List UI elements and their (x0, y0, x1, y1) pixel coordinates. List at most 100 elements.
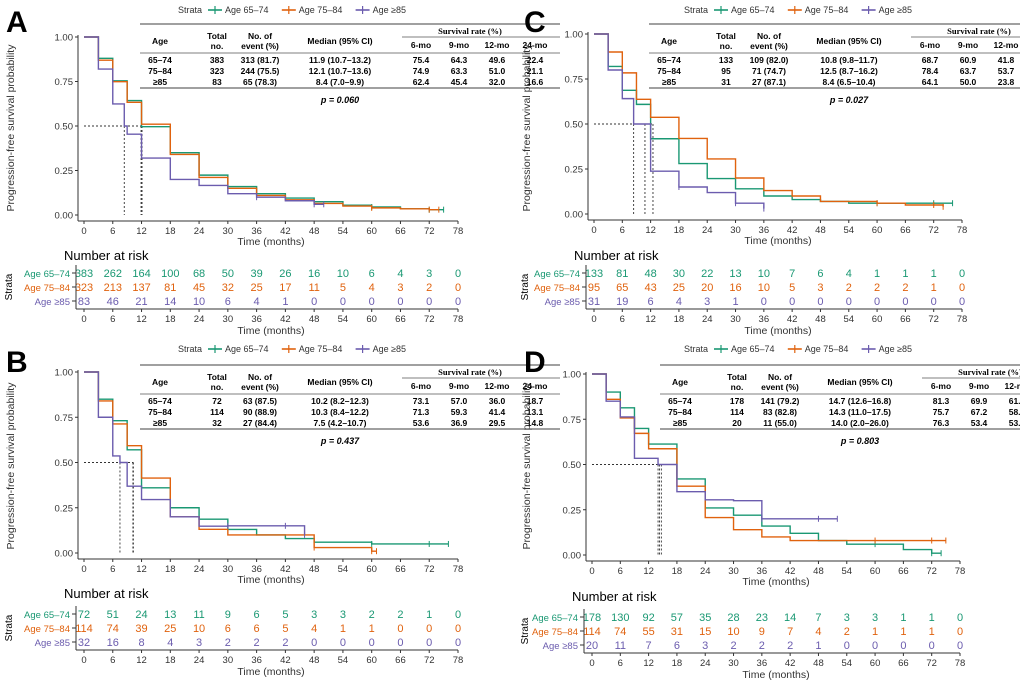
table-cell: 36.9 (451, 418, 468, 428)
risk-x-tick-label: 30 (728, 658, 739, 669)
table-header: 24-mo (522, 381, 547, 391)
table-cell: 41.4 (489, 407, 506, 417)
table-cell: 16.6 (527, 77, 544, 87)
legend-label: Age 65–74 (225, 5, 269, 15)
risk-value: 74 (614, 626, 626, 638)
table-cell: 63.7 (960, 66, 977, 76)
risk-row-label: Age 75–84 (532, 627, 578, 638)
table-cell: 53.4 (1009, 418, 1020, 428)
risk-value: 14 (784, 612, 796, 624)
x-tick-label: 18 (674, 225, 685, 236)
table-header: Median (95% CI) (307, 377, 372, 387)
panel-letter: D (524, 346, 546, 379)
table-header: Survival rate (%) (947, 26, 1011, 36)
table-cell: 18.7 (527, 396, 544, 406)
x-tick-label: 54 (338, 564, 349, 575)
table-cell: 75–84 (657, 66, 681, 76)
x-axis-label: Time (months) (744, 235, 811, 247)
x-tick-label: 60 (366, 226, 377, 237)
risk-value: 0 (311, 637, 317, 649)
risk-value: 0 (455, 268, 461, 280)
table-header: 6-mo (411, 381, 431, 391)
table-cell: 78.4 (922, 66, 939, 76)
y-tick-label: 0.50 (55, 122, 74, 133)
table-cell: 45.4 (451, 77, 468, 87)
risk-x-tick-label: 12 (136, 314, 147, 325)
risk-value: 72 (78, 609, 90, 621)
x-tick-label: 66 (395, 564, 406, 575)
panel-letter: A (6, 6, 28, 39)
panel-C: C Strata Age 65–74 Age 75–84 Age ≥850 6 12 18 24… (520, 5, 1020, 337)
x-tick-label: 6 (110, 564, 115, 575)
y-tick-label: 0.25 (563, 505, 582, 516)
risk-value: 0 (872, 640, 878, 652)
legend-title: Strata (178, 5, 202, 15)
table-cell: 20 (732, 418, 742, 428)
table-header: Age (661, 36, 677, 46)
risk-value: 1 (931, 268, 937, 280)
table-cell: 62.4 (413, 77, 430, 87)
table-cell: 81.3 (933, 396, 950, 406)
risk-x-tick-label: 24 (702, 314, 713, 325)
table-cell: 63 (87.5) (243, 396, 277, 406)
risk-value: 7 (815, 612, 821, 624)
table-header: Total (207, 31, 227, 41)
table-cell: 12.1 (10.7–13.6) (309, 66, 372, 76)
risk-value: 0 (902, 296, 908, 308)
risk-value: 6 (817, 268, 823, 280)
risk-value: 6 (225, 296, 231, 308)
risk-value: 2 (369, 609, 375, 621)
table-cell: 32.0 (489, 77, 506, 87)
survival-curve-1 (84, 36, 444, 211)
table-cell: ≥85 (153, 77, 167, 87)
risk-value: 0 (397, 637, 403, 649)
risk-value: 0 (929, 640, 935, 652)
risk-value: 1 (426, 609, 432, 621)
risk-x-tick-label: 0 (81, 655, 86, 666)
risk-x-tick-label: 6 (110, 655, 115, 666)
table-header: No. of (248, 31, 272, 41)
y-tick-label: 0.50 (55, 458, 74, 469)
risk-value: 19 (616, 296, 628, 308)
x-tick-label: 60 (872, 225, 883, 236)
risk-value: 35 (699, 612, 711, 624)
table-cell: 53.4 (971, 418, 988, 428)
survival-curve-2 (594, 33, 944, 207)
table-header: Survival rate (%) (438, 26, 502, 36)
x-tick-label: 72 (424, 226, 435, 237)
table-cell: 114 (210, 407, 224, 417)
risk-value: 0 (455, 609, 461, 621)
risk-value: 1 (282, 296, 288, 308)
table-header: no. (211, 41, 224, 51)
risk-value: 4 (369, 282, 375, 294)
risk-value: 1 (931, 282, 937, 294)
risk-x-tick-label: 12 (136, 655, 147, 666)
table-cell: 14.8 (527, 418, 544, 428)
risk-value: 0 (455, 637, 461, 649)
x-tick-label: 30 (728, 566, 739, 577)
table-cell: 133 (719, 55, 733, 65)
table-cell: 60.9 (960, 55, 977, 65)
risk-value: 0 (874, 296, 880, 308)
risk-value: 30 (673, 268, 685, 280)
risk-value: 2 (254, 637, 260, 649)
risk-value: 1 (902, 268, 908, 280)
table-header: 12-mo (1004, 381, 1020, 391)
risk-value: 1 (900, 612, 906, 624)
risk-value: 14 (164, 296, 176, 308)
risk-x-tick-label: 24 (194, 314, 205, 325)
table-cell: 65–74 (668, 396, 692, 406)
table-header: 12-mo (993, 40, 1018, 50)
x-tick-label: 6 (620, 225, 625, 236)
panel-A: A Strata Age 65–74 Age 75–84 Age ≥850 6 12 18 24… (4, 5, 560, 337)
risk-row-label: Age 65–74 (24, 610, 70, 621)
risk-value: 26 (279, 268, 291, 280)
table-header: Total (716, 31, 736, 41)
x-tick-label: 54 (338, 226, 349, 237)
table-header: Median (95% CI) (816, 36, 881, 46)
risk-value: 9 (759, 626, 765, 638)
panel-letter: C (524, 6, 546, 39)
x-tick-label: 66 (900, 225, 911, 236)
risk-x-axis-label: Time (months) (744, 325, 811, 337)
table-header: 12-mo (484, 40, 509, 50)
